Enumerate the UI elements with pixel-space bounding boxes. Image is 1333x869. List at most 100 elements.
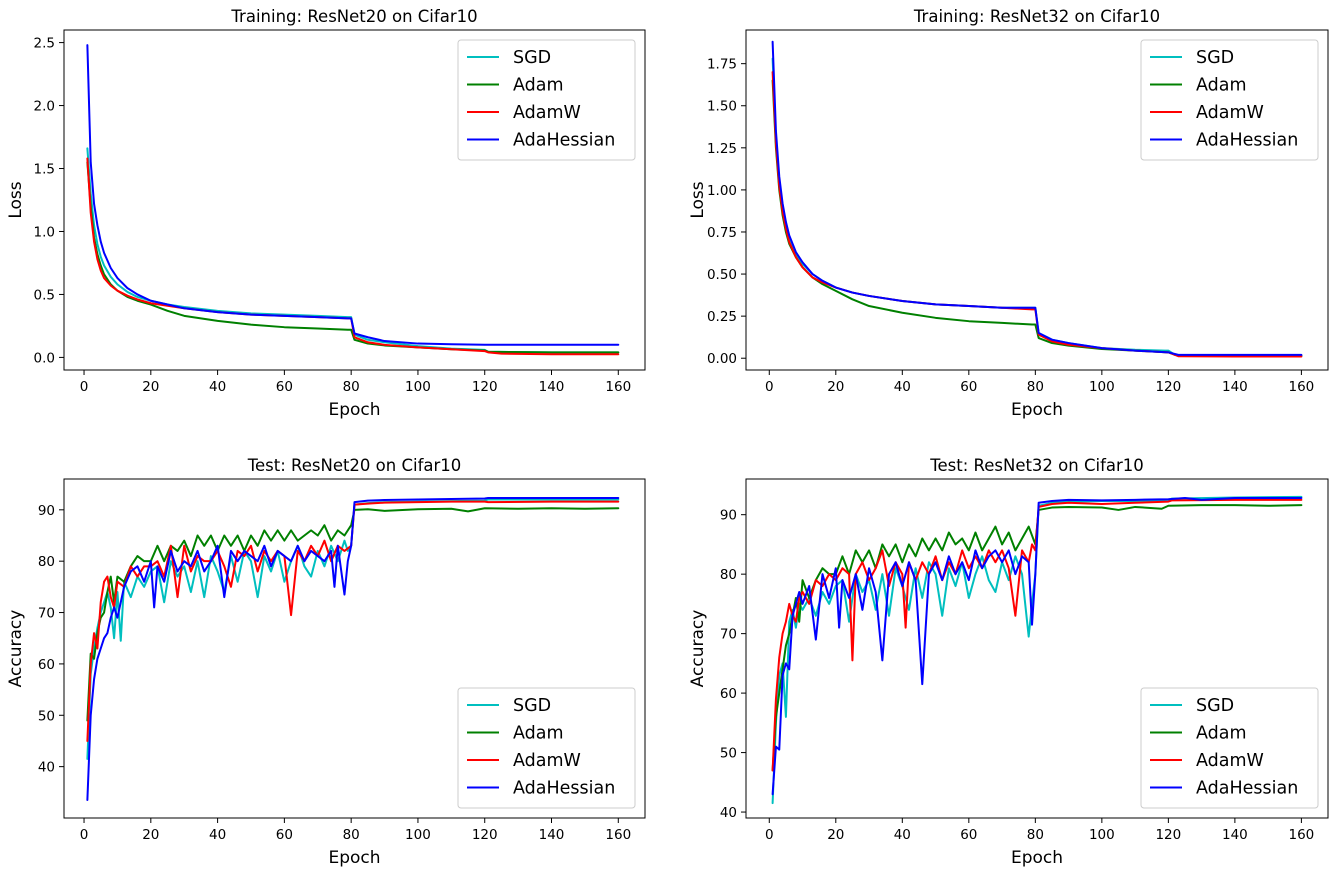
legend-box: [1140, 39, 1319, 161]
series-group: [771, 495, 1303, 805]
y-tick-label: 40: [38, 760, 55, 776]
x-tick-label: 40: [894, 379, 911, 395]
x-tick-label: 100: [405, 379, 431, 395]
y-axis-label: Accuracy: [6, 610, 26, 688]
x-tick-label: 80: [1027, 379, 1044, 395]
y-axis-label: Loss: [6, 181, 26, 218]
legend-label: AdaHessian: [1196, 779, 1298, 799]
x-tick-label: 40: [209, 379, 226, 395]
x-tick-label: 120: [1155, 379, 1181, 395]
y-tick-label: 80: [720, 567, 737, 583]
legend: SGD Adam AdamW AdaHessian: [457, 39, 636, 161]
x-tick-label: 20: [827, 379, 844, 395]
chart-title: Training: ResNet20 on Cifar10: [230, 7, 477, 26]
x-axis-label: Epoch: [328, 848, 380, 868]
y-tick-label: 80: [38, 554, 55, 570]
y-tick-label: 50: [38, 708, 55, 724]
y-tick-label: 90: [720, 508, 737, 524]
y-tick-label: 0.00: [707, 351, 737, 367]
panel-train-resnet32: 0 20 40 60 80 100 120 140 160 0.00 0.25 0.50 0.75 1.0…: [688, 7, 1329, 420]
legend-label: Adam: [1196, 724, 1247, 744]
series-line-adahessian: [86, 44, 620, 346]
x-tick-label: 80: [343, 827, 360, 843]
y-tick-label: 1.0: [34, 224, 55, 240]
y-tick-label: 1.75: [707, 57, 737, 73]
y-tick-label: 70: [720, 627, 737, 643]
legend-label: Adam: [513, 724, 564, 744]
x-tick-label: 0: [80, 379, 89, 395]
series-line-adam: [771, 504, 1303, 772]
legend-label: Adam: [513, 76, 564, 96]
axes-frame: [745, 29, 1329, 371]
x-tick-label: 40: [209, 827, 226, 843]
legend-box: [457, 39, 636, 161]
legend-box: [1140, 687, 1319, 809]
x-tick-label: 160: [1289, 827, 1315, 843]
y-tick-label: 2.0: [34, 99, 55, 115]
y-tick-label: 90: [38, 503, 55, 519]
legend-label: SGD: [1196, 48, 1234, 68]
x-tick-label: 120: [472, 379, 498, 395]
y-axis-label: Accuracy: [688, 610, 708, 688]
series-line-adahessian: [86, 497, 620, 802]
y-tick-label: 0.5: [34, 287, 55, 303]
y-tick-label: 0.50: [707, 267, 737, 283]
y-tick-label: 0.75: [707, 225, 737, 241]
panel-train-resnet20: 0 20 40 60 80 100 120 140 160 0.0 0.5 1.0 1.5 2.0 2.5 T…: [6, 7, 646, 420]
x-tick-label: 60: [960, 379, 977, 395]
x-tick-label: 140: [539, 379, 565, 395]
x-tick-label: 0: [765, 379, 774, 395]
legend-label: AdamW: [1196, 751, 1264, 771]
chart-title: Test: ResNet32 on Cifar10: [929, 456, 1144, 475]
x-tick-label: 20: [827, 827, 844, 843]
x-axis-label: Epoch: [328, 400, 380, 420]
series-line-adahessian: [771, 40, 1303, 356]
chart-title: Training: ResNet32 on Cifar10: [913, 7, 1160, 26]
y-tick-label: 0.25: [707, 309, 737, 325]
legend-label: AdaHessian: [1196, 131, 1298, 151]
y-tick-label: 1.25: [707, 141, 737, 157]
x-tick-label: 100: [405, 827, 431, 843]
x-tick-label: 140: [1222, 379, 1248, 395]
axes-frame: [63, 29, 646, 371]
legend-label: AdamW: [1196, 103, 1264, 123]
legend-label: SGD: [513, 48, 551, 68]
x-tick-label: 60: [960, 827, 977, 843]
x-tick-label: 160: [605, 379, 631, 395]
x-tick-label: 100: [1089, 827, 1115, 843]
series-group: [86, 44, 620, 356]
axes-frame: [63, 478, 646, 819]
x-tick-label: 160: [1289, 379, 1315, 395]
y-tick-label: 1.5: [34, 162, 55, 178]
x-tick-label: 120: [472, 827, 498, 843]
panel-test-resnet20: 0 20 40 60 80 100 120 140 160 40 50 60 70 80 90 Test: R…: [6, 456, 646, 868]
x-tick-label: 20: [142, 379, 159, 395]
series-line-adam: [86, 507, 620, 722]
x-tick-label: 140: [1222, 827, 1248, 843]
series-group: [771, 40, 1303, 358]
legend-label: AdaHessian: [513, 779, 615, 799]
x-tick-label: 60: [276, 827, 293, 843]
x-tick-label: 80: [1027, 827, 1044, 843]
panel-test-resnet32: 0 20 40 60 80 100 120 140 160 40 50 60 70 80 90 Test: R…: [688, 456, 1329, 868]
x-tick-label: 0: [80, 827, 89, 843]
legend: SGD Adam AdamW AdaHessian: [1140, 687, 1319, 809]
y-tick-label: 1.50: [707, 99, 737, 115]
x-tick-label: 60: [276, 379, 293, 395]
axes-frame: [745, 478, 1329, 819]
y-tick-label: 40: [720, 805, 737, 821]
x-tick-label: 0: [765, 827, 774, 843]
x-tick-label: 120: [1155, 827, 1181, 843]
legend: SGD Adam AdamW AdaHessian: [457, 687, 636, 809]
y-tick-label: 70: [38, 606, 55, 622]
y-tick-label: 60: [38, 657, 55, 673]
chart-title: Test: ResNet20 on Cifar10: [247, 456, 462, 475]
x-tick-label: 140: [539, 827, 565, 843]
y-tick-label: 60: [720, 686, 737, 702]
legend-label: SGD: [1196, 696, 1234, 716]
legend-label: AdamW: [513, 751, 581, 771]
legend: SGD Adam AdamW AdaHessian: [1140, 39, 1319, 161]
y-tick-label: 50: [720, 746, 737, 762]
series-line-adahessian: [771, 497, 1303, 796]
